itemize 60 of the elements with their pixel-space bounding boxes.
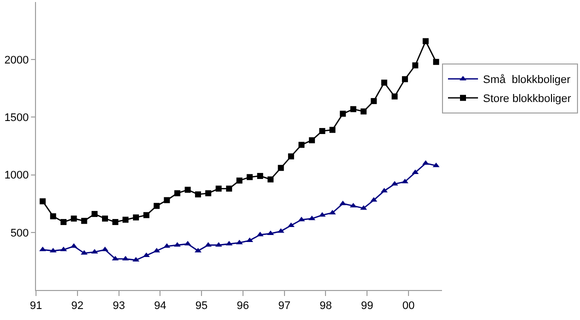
point — [102, 216, 108, 222]
point — [257, 172, 264, 179]
point — [50, 213, 56, 220]
point — [381, 80, 388, 86]
x-tick-label: 93 — [112, 300, 125, 312]
point — [278, 164, 284, 171]
point — [433, 58, 440, 65]
x-tick-label: 98 — [320, 300, 332, 312]
y-tick-label: 2000 — [4, 54, 29, 66]
point — [132, 214, 139, 220]
point — [60, 219, 67, 226]
point — [81, 218, 88, 224]
point — [246, 174, 253, 180]
point — [236, 178, 242, 184]
point — [122, 216, 129, 223]
x-tick-label: 95 — [195, 300, 208, 312]
point — [112, 219, 118, 226]
point — [392, 93, 398, 100]
point — [122, 256, 129, 260]
point — [308, 137, 315, 144]
point — [226, 186, 232, 192]
point — [194, 248, 202, 252]
point — [402, 76, 408, 82]
point — [329, 126, 336, 133]
point — [205, 190, 212, 196]
point — [40, 198, 46, 204]
x-tick-label: 94 — [154, 300, 166, 312]
point — [298, 142, 304, 148]
x-tick-label: 91 — [30, 300, 42, 312]
point — [102, 246, 108, 252]
y-tick-label: 1500 — [4, 112, 29, 124]
point — [195, 191, 202, 198]
x-tick-label: 92 — [71, 300, 84, 312]
legend-label: Store blokkboliger — [483, 93, 572, 106]
point — [216, 186, 222, 192]
x-tick-label: 97 — [278, 300, 291, 312]
point — [174, 190, 180, 196]
point — [370, 98, 377, 104]
x-tick-label: 96 — [236, 300, 250, 312]
y-tick-label: 500 — [10, 227, 29, 240]
legend-label: Små blokkboliger — [483, 74, 571, 86]
point — [92, 210, 98, 217]
point — [184, 186, 191, 193]
point — [70, 216, 77, 222]
point — [60, 246, 67, 252]
point — [154, 202, 160, 209]
point — [288, 153, 294, 160]
point — [268, 176, 274, 182]
point — [340, 110, 346, 117]
point — [143, 212, 150, 218]
point — [319, 128, 326, 134]
y-tick-label: 1000 — [4, 170, 29, 182]
point — [164, 197, 170, 204]
point — [350, 106, 356, 112]
x-tick-label: 99 — [360, 300, 374, 312]
point — [360, 108, 367, 114]
point — [422, 38, 429, 44]
x-tick-label: 00 — [402, 300, 415, 312]
point — [412, 62, 418, 68]
point — [298, 216, 305, 222]
